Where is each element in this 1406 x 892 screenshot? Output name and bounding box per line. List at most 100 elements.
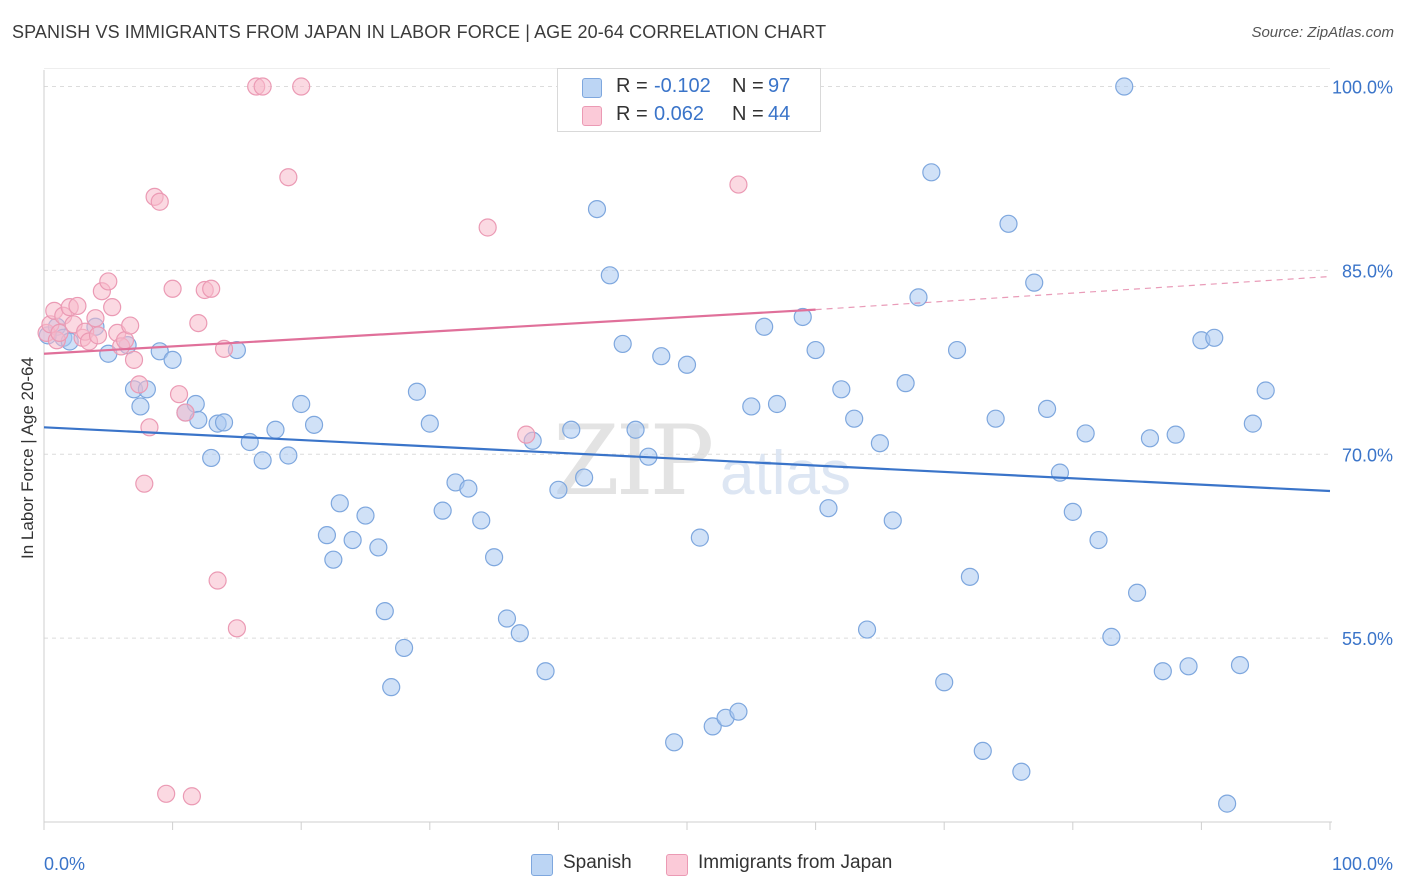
point-japan [253, 77, 272, 96]
point-spanish [1218, 794, 1237, 813]
trendline-japan-extrapolated [815, 275, 1331, 311]
point-spanish [1243, 414, 1262, 433]
point-spanish [793, 307, 812, 327]
point-spanish [279, 446, 298, 465]
legend-r-value: -0.102 [654, 75, 711, 97]
source-label: Source: ZipAtlas.com [1251, 24, 1394, 41]
legend-n-label: N = [732, 75, 764, 97]
series-label-japan: Immigrants from Japan [698, 852, 893, 873]
legend-swatch-spanish [582, 78, 602, 98]
point-spanish [369, 538, 388, 557]
point-spanish [131, 397, 150, 416]
point-spanish [472, 511, 491, 530]
point-japan [517, 425, 536, 444]
series-swatch-japan [666, 854, 688, 876]
y-tick-label: 100.0% [1332, 78, 1393, 98]
point-spanish [896, 374, 915, 393]
series-swatch-spanish [531, 854, 553, 876]
point-japan [88, 326, 108, 345]
point-spanish [1012, 762, 1031, 781]
point-spanish [324, 550, 343, 569]
point-spanish [690, 528, 709, 547]
point-japan [86, 309, 105, 328]
point-japan [208, 571, 227, 590]
point-spanish [986, 409, 1005, 428]
point-spanish [870, 434, 890, 453]
point-spanish [375, 602, 394, 621]
point-spanish [214, 413, 234, 432]
point-spanish [433, 501, 452, 520]
legend-r-value: 0.062 [654, 103, 705, 125]
point-japan [182, 787, 201, 806]
point-japan [124, 350, 144, 369]
point-spanish [1166, 425, 1185, 444]
point-spanish [485, 548, 504, 567]
point-japan [103, 298, 122, 317]
point-spanish [317, 526, 337, 545]
point-spanish [600, 266, 619, 285]
point-spanish [960, 567, 980, 586]
point-spanish [253, 451, 272, 470]
point-spanish [330, 494, 349, 513]
point-spanish [587, 199, 607, 219]
point-spanish [857, 620, 877, 639]
point-japan [729, 175, 748, 194]
x-tick-label: 100.0% [1332, 854, 1393, 874]
point-spanish [755, 317, 774, 336]
point-spanish [420, 414, 439, 433]
point-spanish [613, 334, 632, 354]
point-japan [292, 77, 311, 96]
point-japan [279, 168, 298, 187]
point-spanish [240, 432, 259, 452]
point-spanish [1089, 530, 1108, 550]
point-spanish [510, 624, 529, 643]
point-spanish [1076, 424, 1095, 443]
point-japan [150, 192, 169, 211]
point-japan [169, 385, 189, 404]
point-spanish [909, 288, 928, 307]
point-spanish [999, 214, 1018, 233]
point-spanish [407, 382, 427, 401]
point-spanish [343, 530, 362, 550]
point-spanish [845, 409, 864, 428]
point-japan [227, 619, 246, 638]
point-spanish [202, 448, 221, 468]
point-spanish [973, 741, 992, 761]
point-spanish [1140, 429, 1160, 448]
series-label-spanish: Spanish [563, 852, 632, 873]
point-spanish [1153, 662, 1172, 681]
point-spanish [356, 506, 375, 525]
point-spanish [536, 662, 555, 681]
y-tick-label: 85.0% [1342, 261, 1393, 281]
point-spanish [703, 717, 722, 736]
point-spanish [729, 702, 748, 721]
point-spanish [459, 479, 478, 498]
point-spanish [304, 415, 324, 434]
point-spanish [1102, 627, 1121, 647]
legend-r-label: R = [616, 103, 648, 125]
point-spanish [922, 163, 941, 182]
point-spanish [266, 420, 285, 439]
point-japan [478, 218, 497, 237]
point-spanish [497, 609, 517, 628]
point-spanish [562, 420, 581, 439]
point-japan [130, 375, 149, 394]
point-spanish [677, 355, 697, 374]
point-spanish [767, 394, 787, 414]
trendline-japan [43, 308, 816, 355]
point-japan [157, 784, 176, 803]
point-japan [202, 279, 221, 298]
x-tick-label: 0.0% [44, 854, 85, 874]
point-spanish [626, 420, 645, 439]
point-spanish [947, 340, 967, 360]
point-spanish [549, 480, 568, 499]
point-spanish [806, 340, 825, 360]
y-tick-label: 55.0% [1342, 629, 1393, 649]
point-japan [68, 296, 87, 316]
point-japan [189, 313, 208, 333]
y-tick-label: 70.0% [1342, 445, 1393, 465]
point-spanish [1037, 399, 1057, 419]
point-spanish [1063, 502, 1082, 521]
point-japan [121, 316, 140, 335]
